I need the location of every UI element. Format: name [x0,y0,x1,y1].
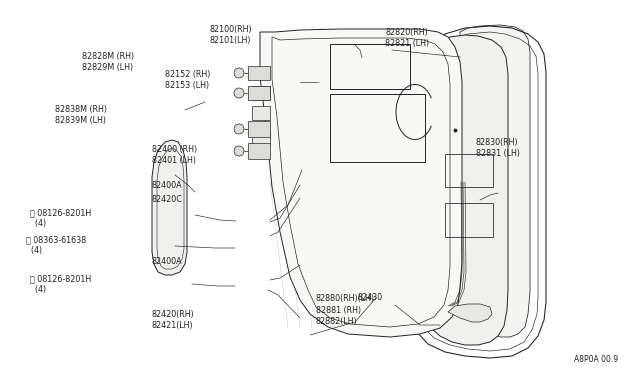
Text: 82420C: 82420C [152,196,183,205]
Bar [248,66,270,80]
Circle shape [234,124,244,134]
Text: A8P0A 00.9: A8P0A 00.9 [574,355,618,364]
Bar [330,44,410,89]
Polygon shape [448,304,492,322]
Text: 82400A: 82400A [152,180,182,189]
Bar [445,154,493,187]
Text: 82430: 82430 [358,294,383,302]
Polygon shape [152,140,187,275]
Text: 82828M (RH)
82829M (LH): 82828M (RH) 82829M (LH) [82,52,134,72]
Polygon shape [460,25,530,337]
Bar [252,86,270,100]
Bar [252,131,270,145]
Text: 82880(RH)(LH)
82881 (RH)
82882(LH): 82880(RH)(LH) 82881 (RH) 82882(LH) [316,294,375,326]
Polygon shape [260,29,462,337]
Text: Ⓢ 08363-61638
  (4): Ⓢ 08363-61638 (4) [26,235,86,255]
Bar [248,121,270,137]
Text: 82820(RH)
82821 (LH): 82820(RH) 82821 (LH) [385,28,429,48]
Text: 82400 (RH)
82401 (LH): 82400 (RH) 82401 (LH) [152,145,197,165]
Text: Ⓑ 08126-8201H
  (4): Ⓑ 08126-8201H (4) [30,208,92,228]
Text: 82152 (RH)
82153 (LH): 82152 (RH) 82153 (LH) [165,70,211,90]
Polygon shape [285,182,450,328]
Circle shape [234,146,244,156]
Bar [445,203,493,237]
Circle shape [234,88,244,98]
Bar [248,86,270,100]
Text: 82100(RH)
82101(LH): 82100(RH) 82101(LH) [210,25,253,45]
Polygon shape [414,35,508,345]
Text: 82420(RH)
82421(LH): 82420(RH) 82421(LH) [152,310,195,330]
Bar [252,106,270,120]
Text: 82838M (RH)
82839M (LH): 82838M (RH) 82839M (LH) [55,105,107,125]
Text: Ⓑ 08126-8201H
  (4): Ⓑ 08126-8201H (4) [30,274,92,294]
Circle shape [234,68,244,78]
Text: 82830(RH)
82831 (LH): 82830(RH) 82831 (LH) [476,138,520,158]
Text: 82400A: 82400A [152,257,182,266]
Bar [330,94,425,162]
Bar [248,143,270,159]
